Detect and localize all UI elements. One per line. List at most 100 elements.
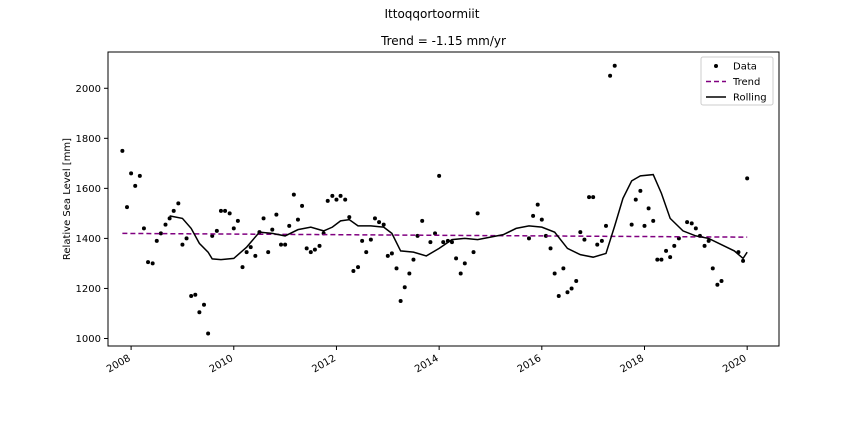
data-point <box>372 216 377 221</box>
data-point <box>655 257 660 262</box>
y-axis: 1000 1200 1400 1600 1800 2000 <box>76 84 108 345</box>
data-point <box>158 231 163 236</box>
data-point <box>548 246 553 251</box>
data-point <box>137 173 142 178</box>
y-tick-label: 1800 <box>76 134 101 145</box>
data-point <box>394 266 399 271</box>
data-point <box>689 221 694 226</box>
data-point <box>218 208 223 213</box>
y-tick-label: 1600 <box>76 184 101 195</box>
data-point <box>437 173 442 178</box>
x-tick-label: 2020 <box>721 353 749 375</box>
data-point <box>347 215 352 220</box>
data-point <box>741 258 746 263</box>
data-point <box>710 266 715 271</box>
data-point <box>214 228 219 233</box>
axes-frame <box>107 51 780 347</box>
data-point <box>578 230 583 235</box>
data-point <box>184 236 189 241</box>
plot-marks <box>120 63 750 336</box>
data-point <box>150 261 155 266</box>
y-tick-label: 1200 <box>76 284 101 295</box>
data-point <box>582 237 587 242</box>
data-point <box>356 265 361 270</box>
data-point <box>283 242 288 247</box>
data-point <box>154 238 159 243</box>
figure-suptitle: Ittoqqortoormiit <box>384 7 480 21</box>
data-point <box>227 211 232 216</box>
data-point <box>556 293 561 298</box>
data-point <box>407 271 412 276</box>
data-point <box>129 171 134 176</box>
data-point <box>304 246 309 251</box>
data-point <box>206 331 211 336</box>
data-point <box>719 278 724 283</box>
data-point <box>120 148 125 153</box>
data-point <box>197 310 202 315</box>
data-point <box>454 256 459 261</box>
data-point <box>235 218 240 223</box>
data-point <box>167 216 172 221</box>
data-point <box>343 197 348 202</box>
data-point <box>133 183 138 188</box>
data-point <box>295 217 300 222</box>
data-point <box>565 290 570 295</box>
data-point <box>633 197 638 202</box>
data-point <box>552 271 557 276</box>
data-point <box>475 211 480 216</box>
x-tick-label: 2008 <box>105 353 133 375</box>
data-point <box>462 261 467 266</box>
data-point <box>398 298 403 303</box>
data-point <box>591 195 596 200</box>
data-point <box>176 201 181 206</box>
data-point <box>543 233 548 238</box>
data-point <box>629 222 634 227</box>
data-point <box>668 255 673 260</box>
legend-box <box>700 56 774 106</box>
data-point <box>141 226 146 231</box>
data-point <box>608 73 613 78</box>
x-tick-label: 2014 <box>413 353 441 375</box>
x-tick-label: 2016 <box>516 353 544 375</box>
data-point <box>308 250 313 255</box>
y-tick-label: 1400 <box>76 234 101 245</box>
rolling-line <box>169 173 748 261</box>
data-point <box>646 206 651 211</box>
data-point <box>651 218 656 223</box>
data-point <box>317 243 322 248</box>
data-point <box>377 220 382 225</box>
data-point <box>441 240 446 245</box>
data-point <box>189 293 194 298</box>
data-point <box>300 203 305 208</box>
data-point <box>125 205 129 210</box>
legend-data-label: Data <box>733 62 757 73</box>
data-point <box>693 226 698 231</box>
data-point <box>279 242 284 247</box>
data-point <box>420 218 425 223</box>
data-point <box>210 233 215 238</box>
data-point <box>659 257 664 262</box>
data-point <box>642 223 647 228</box>
data-point <box>253 253 258 258</box>
data-point <box>595 242 600 247</box>
data-point <box>433 231 438 236</box>
x-axis: 2008 2010 2012 2014 2016 2018 2020 <box>105 346 749 375</box>
x-tick-label: 2018 <box>618 353 646 375</box>
data-point <box>715 282 720 287</box>
data-point <box>338 193 343 198</box>
data-point <box>270 227 275 232</box>
data-point <box>287 223 292 228</box>
data-point <box>330 193 335 198</box>
data-point <box>672 243 677 248</box>
data-point <box>702 243 707 248</box>
data-point <box>360 238 365 243</box>
legend-trend-label: Trend <box>732 77 760 88</box>
data-point <box>411 257 416 262</box>
data-point <box>539 217 544 222</box>
chart-title: Trend = -1.15 mm/yr <box>381 34 506 48</box>
data-point <box>535 202 540 207</box>
data-point <box>531 213 536 218</box>
data-point <box>569 286 574 291</box>
data-point <box>248 245 253 250</box>
